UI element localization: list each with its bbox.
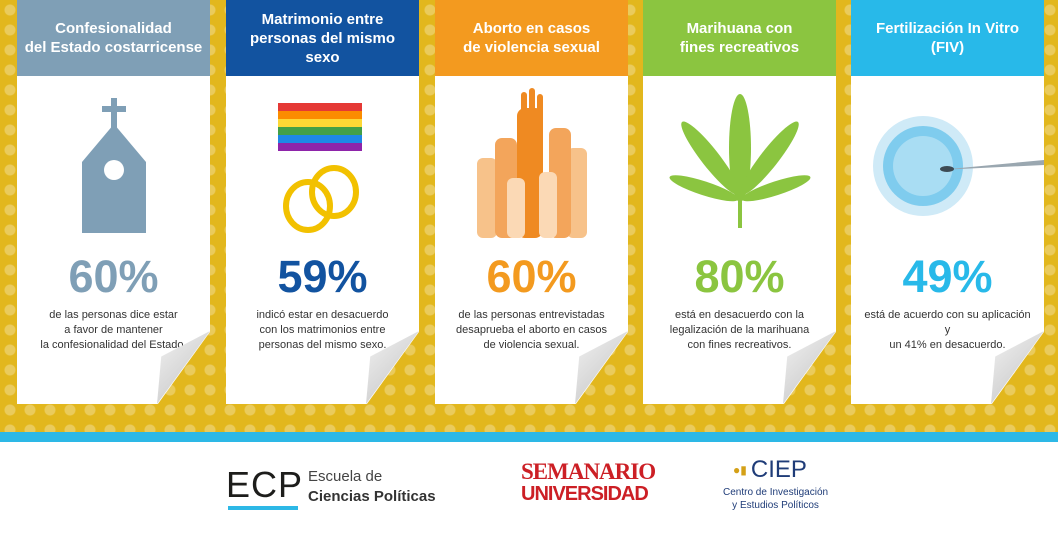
percentage: 49%	[902, 251, 993, 302]
ciep-mark-text: CIEP	[750, 456, 807, 483]
ciep-line-2: y Estudios Políticos	[732, 500, 819, 511]
description: de las personas entrevistadas desaprueba…	[455, 309, 608, 351]
percentage: 60%	[486, 251, 577, 302]
percentage: 60%	[68, 251, 159, 302]
semanario-line-2: UNIVERSIDAD	[521, 483, 649, 505]
description: está en desacuerdo con la legalización d…	[669, 309, 810, 351]
card-matrimonio: Matrimonio entre personas del mismo sexo…	[226, 0, 419, 404]
percentage: 59%	[277, 251, 368, 302]
raised-hands-icon	[435, 88, 628, 248]
description: de las personas dice estar a favor de ma…	[40, 309, 187, 351]
semanario-line-1: SEMANARIO	[521, 459, 656, 484]
footer-logos: ECP Escuela de Ciencias Políticas SEMANA…	[0, 442, 1058, 533]
card-title: Marihuana con fines recreativos	[643, 0, 836, 76]
card-marihuana: Marihuana con fines recreativos 80% está…	[643, 0, 836, 404]
ciep-logo: ●▮ CIEP Centro de Investigación y Estudi…	[723, 456, 828, 512]
description: está de acuerdo con su aplicación y un 4…	[864, 309, 1031, 351]
ciep-subtitle: Centro de Investigación y Estudios Polít…	[723, 486, 828, 512]
ivf-cell-needle-icon	[851, 88, 1044, 248]
ciep-line-1: Centro de Investigación	[723, 487, 829, 498]
ecp-line-1: Escuela de	[308, 468, 383, 485]
ecp-line-2: Ciencias Políticas	[308, 488, 436, 505]
card-title: Aborto en casos de violencia sexual	[435, 0, 628, 76]
church-icon	[17, 88, 210, 248]
ecp-logo-mark: ECP	[226, 464, 304, 505]
percentage: 80%	[694, 251, 785, 302]
card-aborto: Aborto en casos de violencia sexual	[435, 0, 628, 404]
card-fiv: Fertilización In Vitro (FIV) 49% está de…	[851, 0, 1044, 404]
ciep-logo-mark: ●▮ CIEP	[733, 456, 828, 484]
semanario-universidad-logo: SEMANARIO UNIVERSIDAD	[521, 459, 656, 505]
card-confesionalidad: Confesionalidad del Estado costarricense…	[17, 0, 210, 404]
description: indicó estar en desacuerdo con los matri…	[256, 309, 389, 351]
card-title: Matrimonio entre personas del mismo sexo	[226, 0, 419, 76]
ecp-logo-text: Escuela de Ciencias Políticas	[308, 467, 436, 507]
rainbow-flag-rings-icon	[226, 88, 419, 248]
ecp-logo-underline	[228, 506, 298, 510]
card-title: Fertilización In Vitro (FIV)	[851, 0, 1044, 76]
divider-stripe	[0, 432, 1058, 442]
cannabis-leaf-icon	[643, 88, 836, 248]
ciep-dots-icon: ●▮	[733, 463, 747, 477]
card-title: Confesionalidad del Estado costarricense	[17, 0, 210, 76]
